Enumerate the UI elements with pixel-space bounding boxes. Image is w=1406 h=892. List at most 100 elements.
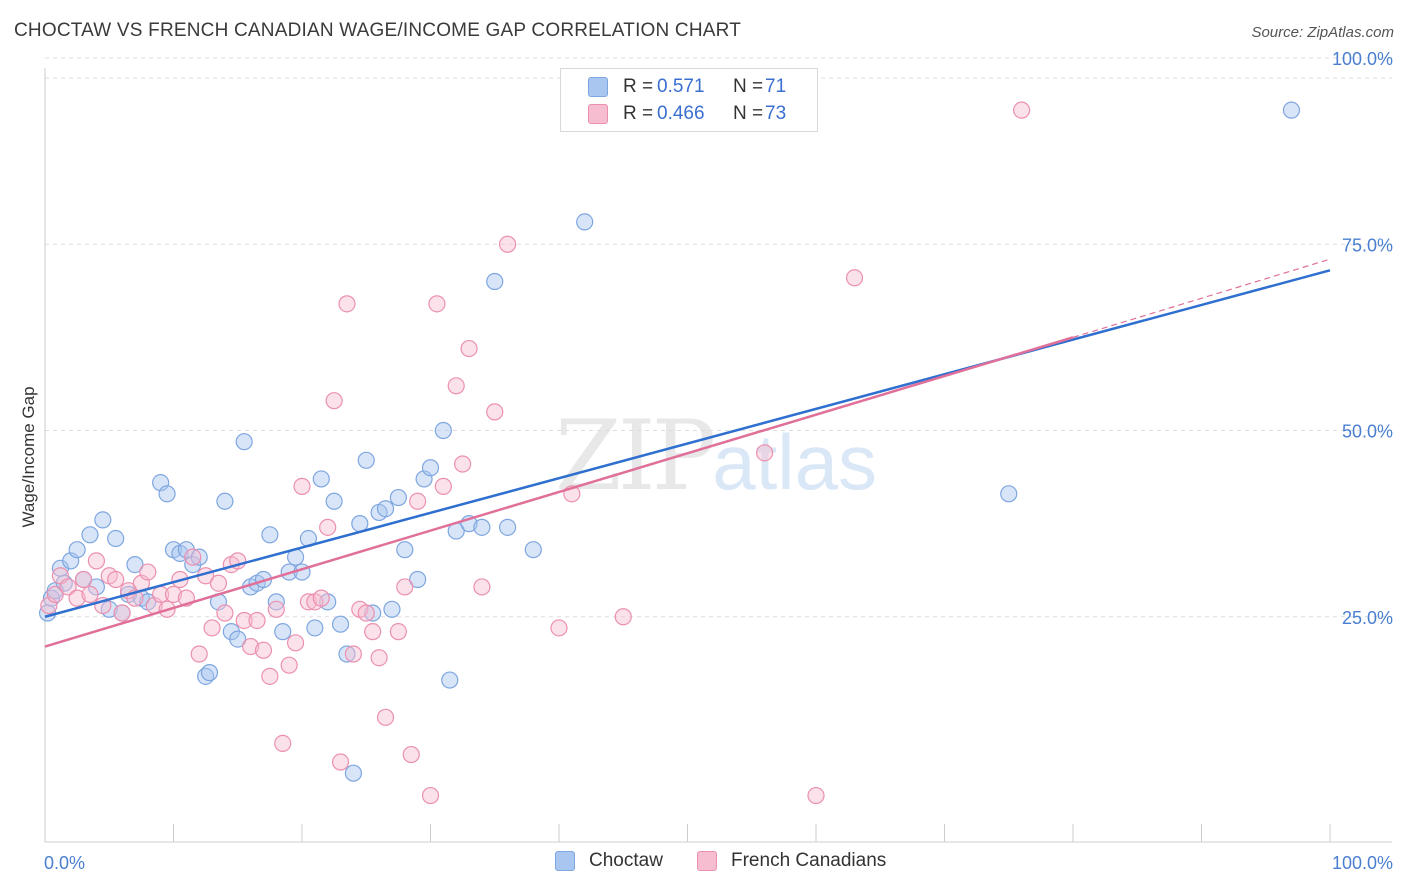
french-canadian-trendline-extension	[1072, 258, 1331, 338]
french-canadian-point	[81, 585, 99, 604]
legend-swatch-french-canadians	[588, 104, 608, 124]
choctaw-point	[421, 459, 440, 477]
y-axis-title: Wage/Income Gap	[19, 386, 38, 527]
choctaw-point	[524, 541, 542, 559]
french-canadian-point	[46, 585, 64, 604]
french-canadian-point	[409, 492, 427, 510]
french-canadian-point	[325, 392, 343, 410]
french-canadian-point	[261, 667, 279, 685]
french-canadian-point	[184, 548, 202, 566]
y-tick-label: 100.0%	[1332, 49, 1393, 69]
choctaw-point	[396, 541, 414, 559]
french-canadian-point	[248, 611, 266, 630]
french-canadian-trendline	[44, 336, 1074, 648]
french-canadian-point	[68, 589, 86, 607]
choctaw-point	[409, 570, 427, 589]
legend-n-key: N =	[733, 76, 764, 97]
french-canadian-point	[389, 623, 407, 641]
legend-row-choctaw: R = 0.571 N = 71	[561, 73, 786, 101]
choctaw-point	[190, 548, 208, 566]
choctaw-point	[357, 451, 375, 469]
french-canadian-point	[807, 786, 825, 805]
legend-r-key: R =	[623, 103, 654, 124]
choctaw-point	[107, 529, 125, 548]
choctaw-point	[126, 555, 144, 574]
french-canadian-point	[280, 656, 298, 674]
choctaw-point	[344, 764, 362, 782]
french-canadian-point	[164, 585, 183, 604]
x-tick-label: 100.0%	[1332, 853, 1393, 873]
choctaw-point	[312, 470, 330, 488]
bottom-legend-label: French Canadians	[731, 850, 887, 871]
french-canadian-point	[59, 578, 77, 596]
french-canadian-point	[87, 552, 106, 570]
choctaw-point	[441, 671, 459, 689]
bottom-swatch-choctaw	[555, 851, 575, 871]
french-canadian-point	[486, 403, 504, 421]
source-label: Source: ZipAtlas.com	[1251, 24, 1394, 41]
watermark-zip: ZIP	[555, 400, 716, 512]
french-canadian-point	[447, 377, 465, 395]
legend-n-value: 73	[765, 103, 787, 124]
french-canadian-point	[216, 604, 234, 622]
choctaw-point	[376, 500, 395, 518]
legend-n-key: N =	[733, 103, 764, 124]
french-canadian-point	[293, 477, 311, 495]
choctaw-point	[229, 630, 247, 648]
french-canadian-point	[845, 269, 864, 287]
french-canadian-point	[254, 641, 273, 659]
choctaw-point	[576, 213, 594, 231]
french-canadian-point	[402, 745, 420, 764]
choctaw-point	[81, 526, 99, 544]
bottom-legend-choctaw: Choctaw	[555, 850, 663, 872]
choctaw-point	[473, 518, 491, 536]
french-canadian-point	[274, 734, 292, 753]
choctaw-point	[94, 511, 112, 529]
french-canadian-point	[312, 589, 330, 607]
legend-swatch-choctaw	[588, 77, 608, 97]
y-tick-label: 25.0%	[1342, 608, 1393, 628]
legend-r-value: 0.571	[657, 76, 705, 97]
french-canadian-point	[319, 518, 337, 536]
french-canadian-point	[428, 295, 446, 313]
french-canadian-point	[267, 600, 285, 618]
bottom-legend-label: Choctaw	[589, 850, 663, 871]
french-canadian-point	[113, 604, 131, 622]
choctaw-point	[389, 488, 407, 507]
choctaw-point	[274, 623, 292, 641]
legend-n-value: 71	[765, 76, 787, 97]
choctaw-point	[306, 619, 324, 637]
legend-row-french-canadians: R = 0.466 N = 73	[561, 100, 786, 128]
choctaw-point	[486, 272, 504, 291]
french-canadian-point	[499, 235, 517, 253]
chart-title: CHOCTAW VS FRENCH CANADIAN WAGE/INCOME G…	[14, 20, 742, 41]
choctaw-point	[216, 492, 234, 510]
choctaw-point	[1000, 485, 1018, 503]
french-canadian-point	[344, 645, 362, 663]
french-canadian-point	[209, 574, 228, 592]
french-canadian-point	[203, 619, 221, 637]
legend-r-key: R =	[623, 76, 654, 97]
french-canadian-point	[139, 563, 157, 581]
french-canadian-point	[755, 444, 774, 462]
french-canadian-point	[614, 608, 632, 626]
french-canadian-point	[357, 604, 375, 622]
watermark: ZIPatlas	[555, 400, 877, 512]
french-canadian-point	[364, 623, 382, 641]
french-canadian-point	[331, 753, 350, 771]
choctaw-point	[383, 600, 401, 618]
french-canadian-point	[370, 649, 388, 667]
choctaw-point	[1282, 101, 1301, 119]
x-tick-label: 0.0%	[44, 853, 85, 873]
choctaw-point	[325, 492, 343, 510]
choctaw-point	[331, 615, 350, 633]
french-canadian-point	[396, 578, 414, 596]
french-canadian-point	[190, 645, 208, 663]
legend-r-value: 0.466	[657, 103, 705, 124]
choctaw-point	[68, 541, 86, 559]
french-canadian-point	[460, 339, 478, 358]
y-tick-label: 75.0%	[1342, 235, 1393, 255]
french-canadian-point	[434, 477, 452, 495]
french-canadian-point	[454, 455, 472, 473]
